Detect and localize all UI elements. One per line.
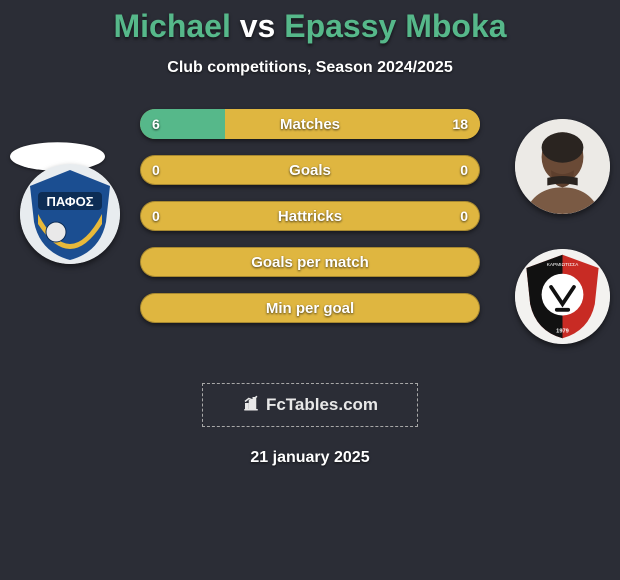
svg-text:ΠΑΦΟΣ: ΠΑΦΟΣ [46,194,93,209]
stat-bar: 0 0Hattricks [140,201,480,231]
stat-right-value: 0 [460,201,468,231]
stat-bar: Min per goal [140,293,480,323]
stat-bar: 618Matches [140,109,480,139]
stat-bar: Goals per match [140,247,480,277]
subtitle: Club competitions, Season 2024/2025 [0,59,620,77]
title-right-name: Epassy Mboka [284,8,506,44]
stat-label: Goals [140,155,480,185]
title-left-name: Michael [113,8,230,44]
stat-left-value: 6 [152,109,160,139]
stat-bar: 0 0Goals [140,155,480,185]
comparison-title: Michael vs Epassy Mboka [0,0,620,45]
date-text: 21 january 2025 [0,449,620,467]
branding-box: FcTables.com [202,383,418,427]
player-right-photo [515,119,610,214]
stat-right-value: 18 [452,109,468,139]
stat-label: Goals per match [140,247,480,277]
svg-text:1979: 1979 [556,329,569,335]
stat-label: Min per goal [140,293,480,323]
branding-text: FcTables.com [266,395,378,415]
title-vs: vs [240,8,276,44]
stat-right-value: 0 [460,155,468,185]
club-right-badge: ΚΑΡΜΙΩΤΙΣΣΑ 1979 [515,249,610,344]
stat-bar-right-seg [225,109,480,139]
stat-left-value: 0 [152,155,160,185]
stat-bars: 618Matches00Goals00HattricksGoals per ma… [140,109,480,339]
stat-label: Hattricks [140,201,480,231]
stat-left-value: 0 [152,201,160,231]
club-left-badge: ΠΑΦΟΣ [20,164,120,264]
svg-text:ΚΑΡΜΙΩΤΙΣΣΑ: ΚΑΡΜΙΩΤΙΣΣΑ [547,262,579,268]
chart-icon [242,394,260,417]
